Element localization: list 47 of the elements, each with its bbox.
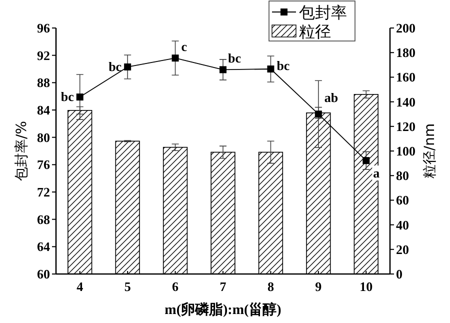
y-tick-label: 88 — [37, 75, 50, 90]
point — [124, 63, 132, 70]
y2-tick-label: 20 — [396, 242, 409, 257]
point — [220, 66, 226, 74]
y2-tick-label: 0 — [396, 266, 402, 282]
y-tick-label: 76 — [37, 157, 50, 172]
y2-tick-label: 200 — [396, 20, 416, 36]
y2-tick-label: 100 — [396, 144, 416, 158]
y2-tick-label: 40 — [396, 217, 409, 232]
point — [172, 54, 179, 62]
y-tick-label: 96 — [37, 20, 50, 36]
x-tick-label: 9 — [315, 279, 322, 294]
y2-tick-label: 160 — [396, 70, 416, 85]
legend-label: 粒径 — [299, 22, 331, 41]
annotation: bc — [60, 89, 74, 104]
x-axis-title: m(卵磷脂):m(甾醇) — [164, 301, 282, 318]
x-tick-label: 10 — [360, 279, 373, 294]
point — [76, 94, 84, 101]
y2-tick-label: 180 — [396, 45, 416, 60]
y2-tick-label: 80 — [396, 168, 409, 184]
annotation: c — [181, 39, 188, 54]
y-axis-title: 包封率/% — [14, 120, 30, 182]
y-tick-label: 68 — [37, 212, 50, 227]
y-tick-label: 60 — [37, 266, 50, 282]
x-tick-label: 8 — [267, 279, 274, 294]
x-tick-label: 4 — [76, 279, 84, 294]
x-tick-label: 5 — [124, 279, 132, 294]
x-tick-label: 7 — [220, 279, 227, 294]
y-tick-label: 84 — [37, 102, 50, 118]
annotation: bc — [228, 50, 241, 66]
y2-axis-title: 粒径/nm — [422, 123, 438, 179]
point — [362, 157, 370, 164]
annotation: bc — [276, 58, 290, 73]
annotation: bc — [108, 58, 122, 74]
y-tick-label: 92 — [37, 48, 50, 63]
legend-label: 包封率 — [299, 3, 347, 22]
y2-tick-label: 140 — [396, 94, 416, 110]
point — [314, 110, 322, 118]
y-tick-label: 72 — [37, 184, 50, 200]
annotation: a — [372, 166, 382, 181]
y2-tick-label: 120 — [396, 118, 416, 134]
y2-tick-label: 60 — [396, 192, 409, 208]
y-tick-label: 64 — [37, 239, 50, 254]
point — [267, 66, 274, 72]
annotation: ab — [324, 90, 338, 106]
y-tick-label: 80 — [37, 130, 50, 145]
x-tick-label: 6 — [172, 279, 180, 294]
